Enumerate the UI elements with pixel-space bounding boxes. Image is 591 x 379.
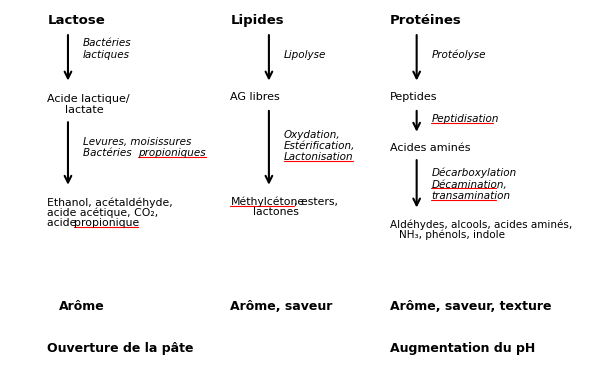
Text: Augmentation du pH: Augmentation du pH [390,342,535,355]
Text: Lactonisation: Lactonisation [284,152,353,162]
Text: lactones: lactones [253,207,299,217]
Text: Aldéhydes, alcools, acides aminés,: Aldéhydes, alcools, acides aminés, [390,219,572,230]
Text: Protéolyse: Protéolyse [431,50,486,60]
Text: NH₃, phénols, indole: NH₃, phénols, indole [399,230,505,240]
Text: Lipolyse: Lipolyse [284,50,326,60]
Text: Acide lactique/: Acide lactique/ [47,94,130,103]
Text: Bactéries: Bactéries [83,149,135,158]
Text: , esters,: , esters, [294,197,337,207]
Text: Oxydation,: Oxydation, [284,130,340,139]
Text: lactate: lactate [65,105,103,115]
Text: Lipides: Lipides [230,14,284,27]
Text: Décamination,: Décamination, [431,180,507,190]
Text: Peptidisation: Peptidisation [431,114,499,124]
Text: AG libres: AG libres [230,92,280,102]
Text: acide acétique, CO₂,: acide acétique, CO₂, [47,208,158,218]
Text: Estérification,: Estérification, [284,141,355,151]
Text: Peptides: Peptides [390,92,437,102]
Text: Arôme, saveur, texture: Arôme, saveur, texture [390,301,551,313]
Text: Ethanol, acétaldéhyde,: Ethanol, acétaldéhyde, [47,197,173,208]
Text: Bactéries
lactiques: Bactéries lactiques [83,39,131,60]
Text: acide: acide [47,218,80,228]
Text: Décarboxylation: Décarboxylation [431,168,517,179]
Text: Acides aminés: Acides aminés [390,143,470,153]
Text: Arôme: Arôme [59,301,105,313]
Text: propioniques: propioniques [138,149,205,158]
Text: Ouverture de la pâte: Ouverture de la pâte [47,342,194,355]
Text: Levures, moisissures: Levures, moisissures [83,137,191,147]
Text: Arôme, saveur: Arôme, saveur [230,301,333,313]
Text: propionique: propionique [74,218,139,228]
Text: transamination: transamination [431,191,511,201]
Text: Méthylcétone: Méthylcétone [230,197,304,207]
Text: Lactose: Lactose [47,14,105,27]
Text: Protéines: Protéines [390,14,462,27]
